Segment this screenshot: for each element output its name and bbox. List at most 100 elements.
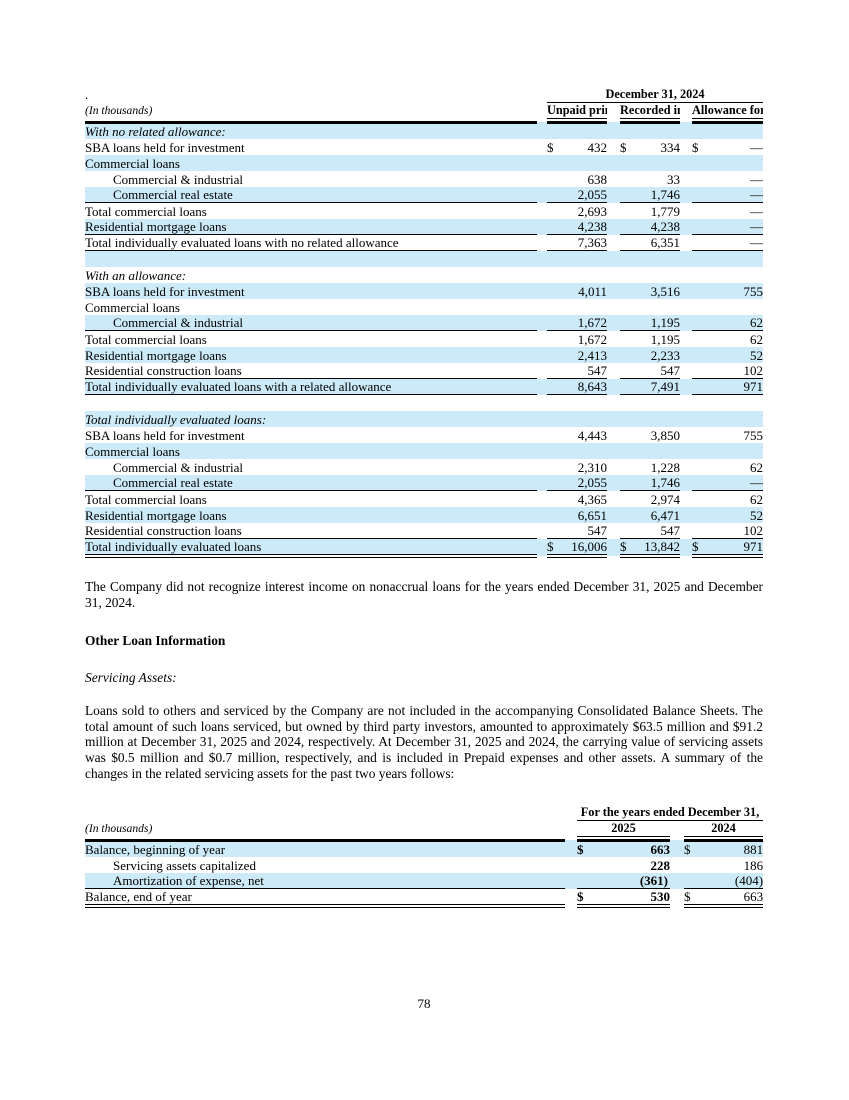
value-cell — [562, 395, 607, 411]
value-cell: 2,974 — [650, 491, 680, 507]
dollar-sign-cell — [547, 474, 562, 491]
dollar-sign-cell — [620, 362, 635, 379]
row-label: Total individually evaluated loans with … — [85, 234, 537, 251]
dollar-sign-cell — [547, 234, 562, 251]
value-cell: 2,233 — [635, 346, 680, 363]
table-row: Servicing assets capitalized 228 186 — [85, 857, 763, 873]
row-label: Commercial real estate — [85, 474, 537, 491]
row-label: Commercial loans — [85, 442, 537, 459]
dollar-sign-cell — [547, 171, 562, 187]
value-cell: 8,643 — [562, 378, 607, 395]
value-cell: — — [750, 171, 764, 187]
value-cell — [707, 122, 764, 139]
nonaccrual-interest-paragraph: The Company did not recognize interest i… — [85, 579, 763, 610]
value-cell: 2,413 — [562, 346, 607, 363]
dollar-sign-cell — [620, 459, 635, 475]
value-cell — [635, 442, 680, 459]
table-row: Commercial loans — [85, 154, 764, 171]
dollar-sign-cell — [620, 218, 635, 235]
row-label: Total commercial loans — [85, 203, 207, 219]
individually-evaluated-loans-table: . December 31, 2024 (In thousands) Unpai… — [85, 86, 764, 558]
value-cell: 7,491 — [635, 378, 680, 395]
value-cell — [707, 154, 764, 171]
loans-table-body: With no related allowance: SBA loans hel… — [85, 122, 764, 558]
dollar-sign-cell — [692, 506, 707, 523]
value-cell: 4,238 — [635, 218, 680, 235]
dollar-sign-cell: $ — [620, 538, 635, 558]
row-label: With no related allowance: — [85, 122, 537, 139]
period-header: December 31, 2024 — [547, 86, 764, 103]
dollar-sign-cell — [620, 378, 635, 395]
value-cell — [635, 410, 680, 427]
value-cell: 1,779 — [650, 203, 680, 219]
dollar-sign-cell — [547, 186, 562, 203]
dollar-sign-cell — [684, 857, 699, 873]
table-row: Commercial loans — [85, 442, 764, 459]
value-cell — [635, 267, 680, 283]
value-cell: 1,228 — [650, 459, 680, 475]
dollar-sign-cell — [620, 395, 635, 411]
value-cell — [635, 250, 680, 267]
value-cell — [635, 154, 680, 171]
value-cell: 547 — [562, 362, 607, 379]
dollar-sign-cell — [547, 282, 562, 299]
dollar-sign-cell — [620, 346, 635, 363]
value-cell: (404) — [699, 872, 764, 890]
table-row: Total individually evaluated loans with … — [85, 234, 764, 251]
column-header-2025: 2025 — [577, 820, 670, 837]
dollar-sign-cell — [547, 427, 562, 443]
header-rule-row — [85, 118, 764, 124]
column-header-row: (In thousands) 2025 2024 — [85, 820, 764, 837]
dollar-sign-cell: $ — [547, 538, 562, 558]
row-label: SBA loans held for investment — [85, 282, 537, 299]
dollar-sign-cell — [547, 395, 562, 411]
row-label: SBA loans held for investment — [85, 139, 245, 155]
row-label: Amortization of expense, net — [85, 872, 565, 890]
dollar-sign-cell — [692, 474, 707, 491]
row-label: SBA loans held for investment — [85, 427, 245, 443]
value-cell: 638 — [587, 171, 608, 187]
dollar-sign-cell — [547, 250, 562, 267]
dollar-sign-cell — [692, 267, 707, 283]
table-row — [85, 250, 764, 267]
dollar-sign-cell — [692, 203, 707, 219]
dollar-sign-cell — [620, 250, 635, 267]
page-number: 78 — [417, 996, 431, 1012]
dollar-sign-cell — [692, 154, 707, 171]
value-cell: 530 — [592, 888, 670, 909]
dollar-sign-cell: $ — [577, 840, 592, 857]
value-cell: 7,363 — [562, 234, 607, 251]
dollar-sign-cell — [692, 218, 707, 235]
table-row: Total individually evaluated loans with … — [85, 378, 764, 395]
value-cell: 755 — [743, 427, 764, 443]
dollar-sign-cell — [620, 410, 635, 427]
value-cell — [707, 410, 764, 427]
stray-dot: . — [85, 87, 89, 102]
dollar-sign-cell — [620, 122, 635, 139]
value-cell — [562, 122, 607, 139]
table-row: Total commercial loans 1,672 1,195 62 — [85, 331, 763, 347]
dollar-sign-cell — [620, 442, 635, 459]
dollar-sign-cell — [692, 378, 707, 395]
dollar-sign-cell — [620, 522, 635, 539]
dollar-sign-cell — [620, 267, 635, 283]
dollar-sign-cell — [692, 299, 707, 315]
row-label: With an allowance: — [85, 267, 187, 283]
other-loan-information-heading: Other Loan Information — [85, 633, 226, 649]
dollar-sign-cell — [620, 282, 635, 299]
value-cell — [635, 122, 680, 139]
value-cell: 547 — [562, 522, 607, 539]
dollar-sign-cell — [547, 459, 562, 475]
value-cell: 334 — [660, 139, 681, 155]
dollar-sign-cell — [692, 282, 707, 299]
dollar-sign-cell — [547, 154, 562, 171]
row-label: Residential mortgage loans — [85, 506, 537, 523]
value-cell: 881 — [699, 840, 764, 857]
value-cell: 663 — [592, 840, 670, 857]
table-row: Commercial real estate 2,055 1,746 — — [85, 186, 764, 203]
dollar-sign-cell — [620, 427, 635, 443]
row-label: Commercial real estate — [85, 186, 537, 203]
servicing-assets-table: For the years ended December 31, (In tho… — [85, 804, 764, 909]
row-label: Total individually evaluated loans: — [85, 410, 537, 427]
dollar-sign-cell — [692, 491, 707, 507]
